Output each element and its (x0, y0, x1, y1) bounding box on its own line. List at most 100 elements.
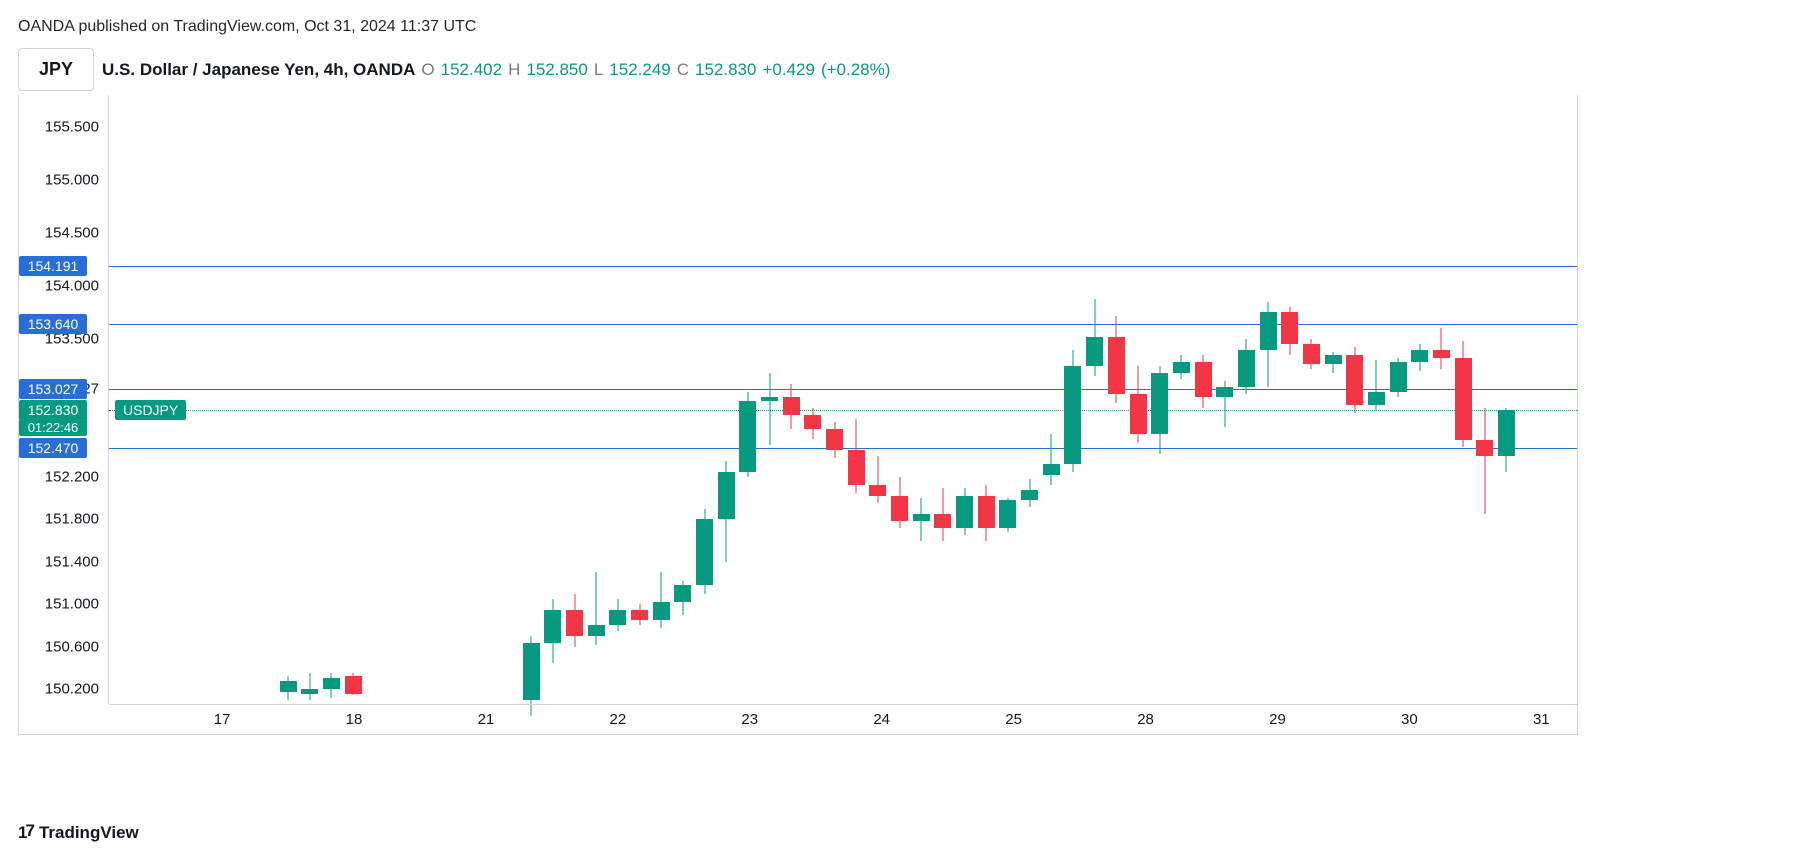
candle (1043, 95, 1060, 705)
candle (956, 95, 973, 705)
y-tick: 151.400 (19, 553, 99, 570)
symbol-info: U.S. Dollar / Japanese Yen, 4h, OANDA O1… (102, 60, 890, 80)
attribution-text: OANDA published on TradingView.com, Oct … (18, 18, 1775, 36)
symbol-title: U.S. Dollar / Japanese Yen, 4h, OANDA (102, 60, 415, 80)
candle (674, 95, 691, 705)
y-tick: 151.800 (19, 511, 99, 528)
candle (1086, 95, 1103, 705)
candle (848, 95, 865, 705)
candle (1130, 95, 1147, 705)
ohlc-l-val: 152.249 (609, 60, 670, 80)
candle (891, 95, 908, 705)
ohlc-h-val: 152.850 (526, 60, 587, 80)
plot-area: 154.191153.640153.027152.470152.83001:22… (109, 95, 1577, 704)
tv-icon: 17 (18, 823, 33, 843)
candle (1476, 95, 1493, 705)
y-tick: 150.600 (19, 638, 99, 655)
candle (1390, 95, 1407, 705)
candle (1325, 95, 1342, 705)
candle (631, 95, 648, 705)
candle (523, 95, 540, 705)
horizontal-level-badge: 152.470 (19, 438, 87, 458)
candle (869, 95, 886, 705)
ohlc-h-label: H (508, 60, 520, 80)
x-tick: 22 (610, 711, 627, 728)
currency-badge[interactable]: JPY (18, 48, 94, 91)
candle (978, 95, 995, 705)
y-tick: 152.200 (19, 468, 99, 485)
ohlc-c-val: 152.830 (695, 60, 756, 80)
candle (826, 95, 843, 705)
chart-area[interactable]: 155.500155.000154.500154.000153.500153.0… (18, 95, 1578, 735)
candle (1411, 95, 1428, 705)
candle (739, 95, 756, 705)
x-tick: 23 (741, 711, 758, 728)
x-tick: 18 (346, 711, 363, 728)
x-tick: 28 (1137, 711, 1154, 728)
tradingview-logo: 17 TradingView (18, 823, 139, 843)
candle (1346, 95, 1363, 705)
x-tick: 24 (873, 711, 890, 728)
x-tick: 21 (478, 711, 495, 728)
candle (1216, 95, 1233, 705)
horizontal-level-badge: 153.027 (19, 379, 87, 399)
chart-wrapper: JPY U.S. Dollar / Japanese Yen, 4h, OAND… (18, 48, 1578, 768)
x-tick: 30 (1401, 711, 1418, 728)
candle (1151, 95, 1168, 705)
candle (609, 95, 626, 705)
x-tick: 17 (214, 711, 231, 728)
ohlc-change-pct: (+0.28%) (821, 60, 890, 80)
x-axis: 17 18 21 22 23 24 25 28 29 30 31 (109, 704, 1577, 734)
candle (999, 95, 1016, 705)
candle (1064, 95, 1081, 705)
candle (761, 95, 778, 705)
ohlc-change: +0.429 (762, 60, 814, 80)
candle (653, 95, 670, 705)
candle (783, 95, 800, 705)
horizontal-level-badge: 154.191 (19, 256, 87, 276)
candle (1021, 95, 1038, 705)
candle (1303, 95, 1320, 705)
ohlc-o-label: O (421, 60, 434, 80)
candle (1108, 95, 1125, 705)
candle (301, 95, 318, 705)
candle (1281, 95, 1298, 705)
y-tick: 151.000 (19, 596, 99, 613)
candle (1433, 95, 1450, 705)
candle (804, 95, 821, 705)
brand-text: TradingView (39, 823, 139, 843)
candle (1260, 95, 1277, 705)
candle (1368, 95, 1385, 705)
candle (1238, 95, 1255, 705)
candle (696, 95, 713, 705)
candle (566, 95, 583, 705)
candle (1195, 95, 1212, 705)
candle (718, 95, 735, 705)
ohlc-o-val: 152.402 (441, 60, 502, 80)
y-tick: 155.000 (19, 171, 99, 188)
horizontal-level-badge: 153.640 (19, 314, 87, 334)
pair-badge: USDJPY (115, 400, 186, 420)
candle (280, 95, 297, 705)
x-tick: 29 (1269, 711, 1286, 728)
candle (1455, 95, 1472, 705)
y-tick: 150.200 (19, 681, 99, 698)
ohlc-l-label: L (594, 60, 603, 80)
candle (544, 95, 561, 705)
candle (913, 95, 930, 705)
candle (1498, 95, 1515, 705)
chart-top-bar: JPY U.S. Dollar / Japanese Yen, 4h, OAND… (18, 48, 1578, 91)
x-tick: 25 (1005, 711, 1022, 728)
candle (934, 95, 951, 705)
y-tick: 154.000 (19, 277, 99, 294)
y-tick: 154.500 (19, 224, 99, 241)
x-tick: 31 (1533, 711, 1550, 728)
candle (1173, 95, 1190, 705)
ohlc-c-label: C (677, 60, 689, 80)
candle (345, 95, 362, 705)
y-tick: 155.500 (19, 118, 99, 135)
countdown-badge: 01:22:46 (19, 419, 87, 436)
candle (588, 95, 605, 705)
candle (323, 95, 340, 705)
current-price-badge: 152.830 (19, 400, 87, 420)
